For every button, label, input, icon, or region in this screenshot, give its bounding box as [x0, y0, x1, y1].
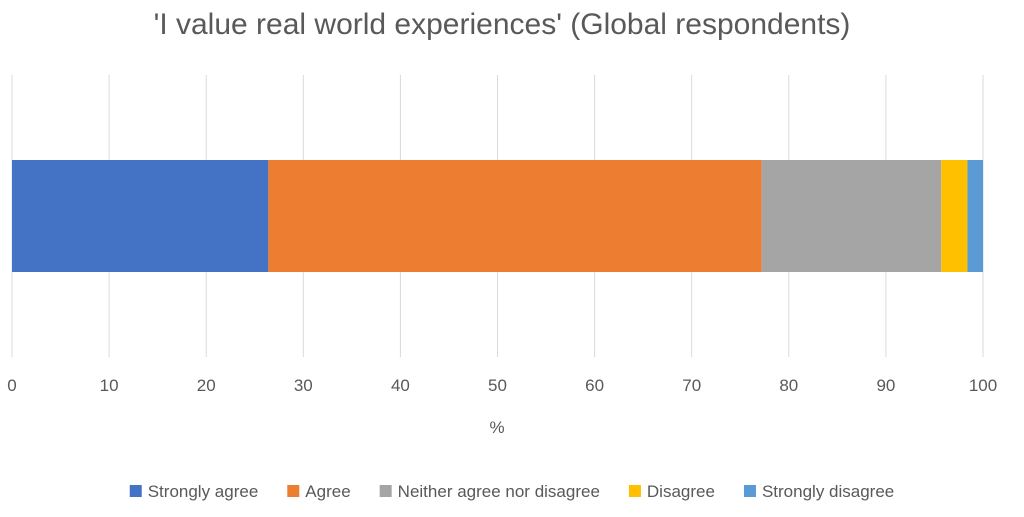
x-axis-ticks: 0 10 20 30 40 50 60 70 80 90 100: [7, 376, 997, 395]
legend-label-disagree: Disagree: [647, 482, 715, 501]
x-tick-label-50: 50: [488, 376, 507, 395]
x-tick-label-80: 80: [779, 376, 798, 395]
bar-segment-strongly-agree: [12, 160, 269, 272]
x-tick-label-90: 90: [876, 376, 895, 395]
legend-swatch-strongly-agree: [129, 485, 142, 497]
x-tick-label-100: 100: [969, 376, 997, 395]
x-tick-label-20: 20: [197, 376, 216, 395]
legend-swatch-disagree: [628, 485, 641, 497]
x-tick-label-10: 10: [100, 376, 119, 395]
bar-segment-disagree: [941, 160, 968, 272]
bar-segment-strongly-disagree: [967, 160, 983, 272]
chart-title: 'I value real world experiences' (Global…: [154, 8, 851, 41]
legend-label-neither-agree-nor-disagree: Neither agree nor disagree: [398, 482, 600, 501]
x-tick-label-30: 30: [294, 376, 313, 395]
legend-swatch-neither-agree-nor-disagree: [379, 485, 392, 497]
legend-swatch-agree: [287, 485, 300, 497]
x-axis-label: %: [489, 418, 504, 437]
x-tick-label-0: 0: [7, 376, 16, 395]
x-tick-label-70: 70: [682, 376, 701, 395]
legend-label-strongly-agree: Strongly agree: [148, 482, 259, 501]
legend-label-strongly-disagree: Strongly disagree: [762, 482, 894, 501]
legend-label-agree: Agree: [305, 482, 350, 501]
x-tick-label-40: 40: [391, 376, 410, 395]
legend-swatch-strongly-disagree: [743, 485, 756, 497]
legend: Strongly agree Agree Neither agree nor dis…: [129, 482, 894, 501]
x-tick-label-60: 60: [585, 376, 604, 395]
bar-segments: [12, 160, 983, 272]
bar-segment-neither-agree-nor-disagree: [761, 160, 942, 272]
bar-segment-agree: [268, 160, 762, 272]
